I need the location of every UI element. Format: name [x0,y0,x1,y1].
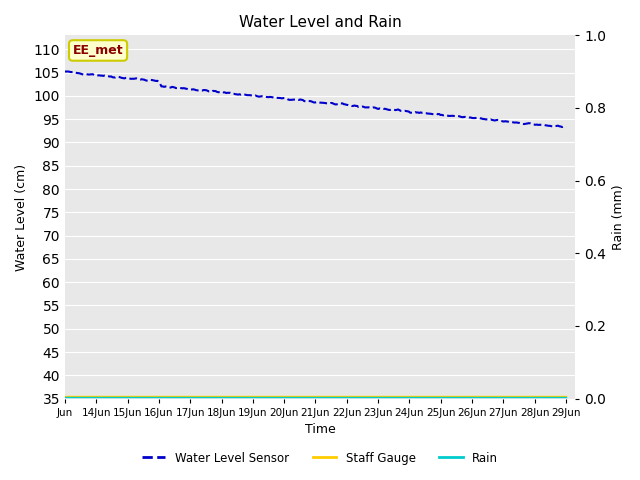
Legend: Water Level Sensor, Staff Gauge, Rain: Water Level Sensor, Staff Gauge, Rain [137,447,503,469]
Title: Water Level and Rain: Water Level and Rain [239,15,401,30]
X-axis label: Time: Time [305,423,335,436]
Y-axis label: Rain (mm): Rain (mm) [612,184,625,250]
Text: EE_met: EE_met [73,44,124,57]
Y-axis label: Water Level (cm): Water Level (cm) [15,163,28,271]
